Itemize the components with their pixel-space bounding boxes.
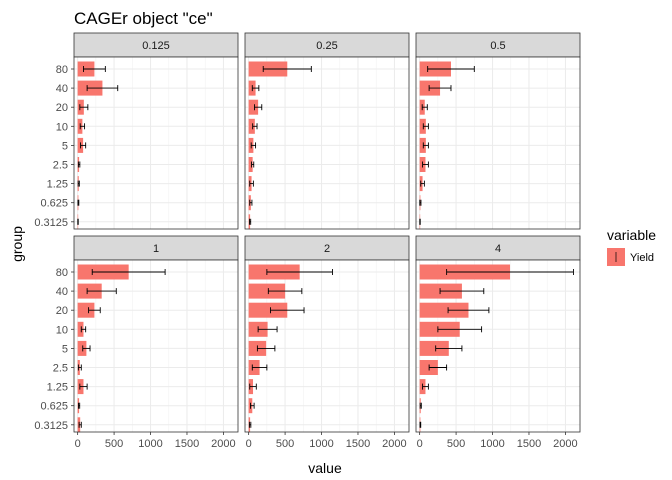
bar-0.25-10 (248, 118, 255, 134)
panel-background (416, 57, 580, 229)
panel-border (415, 56, 581, 230)
x-tick-labels: 0 500 1000 1500 2000 0 500 1000 1500 2000 0 500 1000… (75, 432, 578, 450)
bar-0.5-5 (419, 137, 426, 153)
y-tick-label: 2.5 (53, 160, 68, 172)
y-tick-label: 0.625 (40, 198, 68, 210)
y-tick-label: 0.3125 (34, 217, 68, 229)
facet-label: 4 (495, 243, 501, 255)
panel-background (245, 57, 409, 229)
x-tick-label: 1500 (346, 438, 370, 450)
x-tick-label: 1500 (517, 438, 541, 450)
y-tick-label: 0.3125 (34, 420, 68, 432)
facet-strip (415, 32, 581, 58)
x-tick-label: 2000 (382, 438, 406, 450)
y-tick-label: 40 (56, 286, 68, 298)
y-tick-label: 0.625 (40, 401, 68, 413)
y-tick-label: 2.5 (53, 363, 68, 375)
bar-0.25-20 (248, 99, 259, 115)
x-tick-label: 1500 (175, 438, 199, 450)
facet-strip (244, 235, 410, 261)
x-tick-label: 500 (105, 438, 123, 450)
y-tick-label: 5 (62, 343, 68, 355)
bar-4-5 (419, 340, 449, 356)
panel-0.125: 0.125 (73, 32, 239, 230)
panels: 0.125 0.25 0.5 1 2 4 (73, 32, 581, 433)
y-tick-label: 20 (56, 305, 68, 317)
panel-border (73, 56, 239, 230)
x-tick-label: 500 (447, 438, 465, 450)
bar-1-10 (77, 321, 84, 337)
y-tick-label: 10 (56, 121, 68, 133)
facet-label: 0.5 (490, 40, 505, 52)
bar-1-20 (77, 302, 95, 318)
y-tick-label: 10 (56, 324, 68, 336)
bar-0.5-10 (419, 118, 426, 134)
legend-label-yield: Yield (630, 252, 654, 264)
x-tick-label: 1000 (309, 438, 333, 450)
panel-0.5: 0.5 (415, 32, 581, 230)
panel-4: 4 (415, 235, 581, 433)
bar-2-20 (248, 302, 288, 318)
x-tick-label: 1000 (480, 438, 504, 450)
y-tick-label: 40 (56, 83, 68, 95)
bar-0.25-2.5 (248, 157, 253, 172)
y-tick-label: 80 (56, 267, 68, 279)
legend: variable Yield (607, 227, 656, 266)
facet-strip (73, 235, 239, 261)
y-tick-label: 5 (62, 140, 68, 152)
facet-strip (244, 32, 410, 58)
x-tick-label: 0 (417, 438, 423, 450)
panel-border (244, 56, 410, 230)
bar-2-40 (248, 283, 286, 299)
facet-label: 1 (153, 243, 159, 255)
panel-border (73, 259, 239, 433)
chart-title: CAGEr object "ce" (74, 9, 213, 28)
x-tick-label: 2000 (553, 438, 577, 450)
x-axis-title: value (308, 460, 342, 476)
x-tick-label: 0 (75, 438, 81, 450)
y-tick-label: 20 (56, 102, 68, 114)
y-tick-label: 1.25 (47, 382, 68, 394)
panel-2: 2 (244, 235, 410, 433)
bar-1-5 (77, 340, 87, 356)
facet-label: 0.125 (142, 40, 170, 52)
panel-border (415, 259, 581, 433)
panel-0.25: 0.25 (244, 32, 410, 230)
x-tick-label: 0 (246, 438, 252, 450)
facet-strip (73, 32, 239, 58)
x-tick-label: 1000 (138, 438, 162, 450)
x-tick-label: 500 (276, 438, 294, 450)
y-tick-labels: 80 40 20 10 5 2.5 1.25 0.625 0.3125 80 40 20 10 5 2.5 1… (34, 64, 74, 432)
legend-title: variable (607, 227, 656, 243)
x-tick-label: 2000 (211, 438, 235, 450)
bar-4-20 (419, 302, 469, 318)
y-tick-label: 80 (56, 64, 68, 76)
y-tick-label: 1.25 (47, 179, 68, 191)
facet-label: 2 (324, 243, 330, 255)
y-axis-title: group (9, 226, 25, 262)
panel-1: 1 (73, 235, 239, 433)
panel-border (244, 259, 410, 433)
facet-label: 0.25 (316, 40, 337, 52)
